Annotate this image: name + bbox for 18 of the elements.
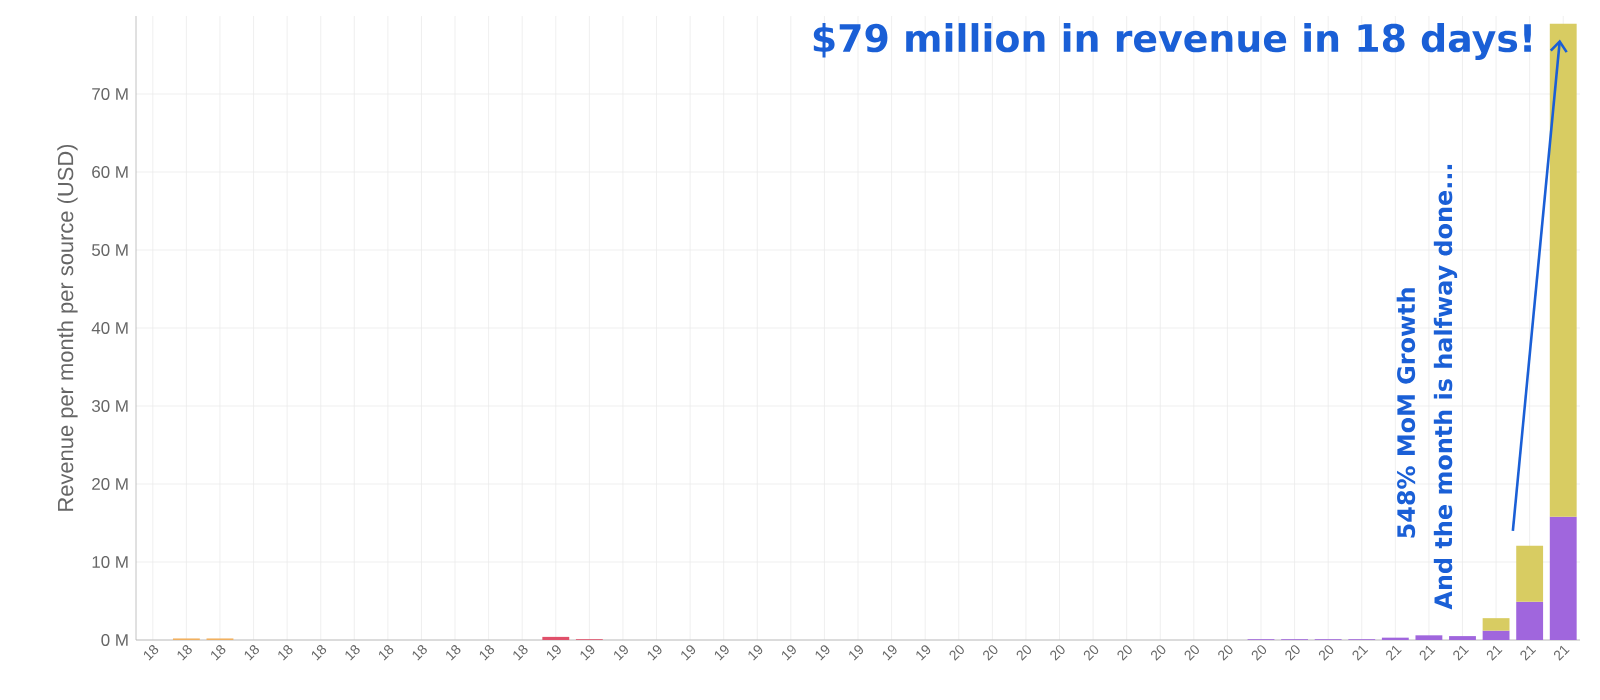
y-tick-label: 50 M <box>92 244 128 256</box>
bar <box>1482 618 1510 631</box>
annotation: And the month is halfway done... <box>1433 164 1458 610</box>
bar <box>1482 630 1510 640</box>
y-tick-label: 70 M <box>92 88 128 100</box>
y-tick-label: 10 M <box>92 556 128 568</box>
y-tick-label: 40 M <box>91 322 128 334</box>
y-tick-label: 30 M <box>91 400 128 412</box>
chart-title: $79 million in revenue in 18 days! <box>813 23 1531 60</box>
bar <box>1549 23 1577 517</box>
y-tick-label: 20 M <box>92 478 128 490</box>
y-axis-title: Revenue per month per source (USD) <box>57 144 78 511</box>
bar <box>1549 516 1577 640</box>
bar <box>1516 601 1544 640</box>
y-tick-label: 60 M <box>92 166 128 178</box>
annotation: 548% MoM Growth <box>1396 288 1416 538</box>
bar <box>1516 545 1544 602</box>
y-tick-label: 0 M <box>101 634 128 646</box>
